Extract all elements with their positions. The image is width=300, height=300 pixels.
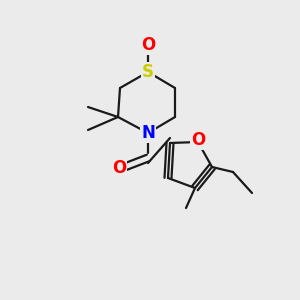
Text: O: O xyxy=(112,159,126,177)
Text: S: S xyxy=(142,63,154,81)
Text: N: N xyxy=(141,124,155,142)
Text: O: O xyxy=(141,36,155,54)
Text: O: O xyxy=(191,131,205,149)
